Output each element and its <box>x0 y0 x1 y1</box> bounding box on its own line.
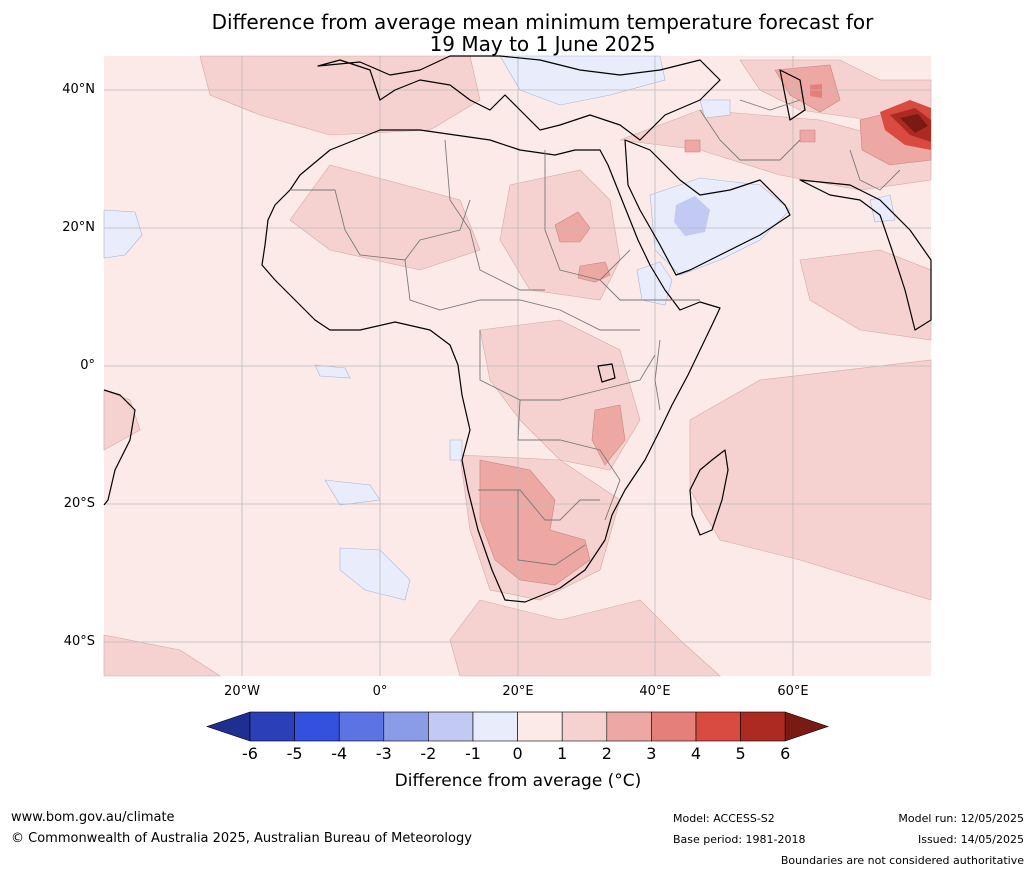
anomaly-fill-2to3 <box>479 64 932 586</box>
colorbar-swatch <box>383 711 429 742</box>
lat-label-20n: 20°N <box>62 220 95 235</box>
gridlines <box>104 56 931 676</box>
footer-disclaimer: Boundaries are not considered authoritat… <box>780 854 1024 867</box>
lon-label-40e: 40°E <box>639 684 671 699</box>
colorbar-tick-label: -6 <box>242 744 258 763</box>
colorbar-tick-label: 6 <box>780 744 791 763</box>
footer-base-period: Base period: 1981-2018 <box>673 833 806 846</box>
footer-url[interactable]: www.bom.gov.au/climate <box>11 810 175 825</box>
colorbar-swatch <box>651 711 697 742</box>
colorbar-swatch <box>561 711 608 742</box>
colorbar-tick-label: -5 <box>286 744 303 763</box>
colorbar <box>206 711 829 742</box>
colorbar-swatch <box>249 711 295 742</box>
colorbar-label: Difference from average (°C) <box>394 771 642 791</box>
colorbar-swatch <box>740 711 786 742</box>
colorbar-extend-high <box>784 711 829 742</box>
lat-label-40n: 40°N <box>62 82 95 97</box>
colorbar-tick-label: 0 <box>512 744 523 763</box>
anomaly-fill-3to6 <box>810 84 931 150</box>
arabia-coastline <box>624 139 791 276</box>
lat-label-20s: 20°S <box>63 496 95 511</box>
colorbar-swatch <box>338 711 385 742</box>
colorbar-tick-label: -4 <box>331 744 348 763</box>
colorbar-swatch <box>294 711 340 742</box>
europe-coastline <box>317 55 721 141</box>
footer-copyright: © Commonwealth of Australia 2025, Austra… <box>11 831 472 846</box>
colorbar-tick-label: 3 <box>646 744 657 763</box>
colorbar-tick-label: -2 <box>420 744 437 763</box>
lon-label-20e: 20°E <box>502 684 534 699</box>
caspian-coastline <box>779 69 806 121</box>
map-title-line2: 19 May to 1 June 2025 <box>429 32 656 56</box>
madagascar-coastline <box>689 449 729 536</box>
colorbar-tick-label: 2 <box>601 744 612 763</box>
anomaly-fill-neg1to0 <box>103 55 896 601</box>
colorbar-swatch <box>517 711 563 742</box>
colorbar-swatch <box>695 711 741 742</box>
india-coastline <box>799 179 932 331</box>
colorbar-tick-label: -1 <box>465 744 481 763</box>
footer-model-run: Model run: 12/05/2025 <box>898 812 1024 825</box>
colorbar-tick-label: -3 <box>375 744 392 763</box>
colorbar-tick-label: 5 <box>735 744 746 763</box>
lon-label-0: 0° <box>372 684 388 699</box>
colorbar-extend-low <box>206 711 251 742</box>
lat-label-0: 0° <box>80 358 95 373</box>
lat-label-40s: 40°S <box>63 634 95 649</box>
footer-issued: Issued: 14/05/2025 <box>917 833 1024 846</box>
anomaly-fill-neg2to1 <box>674 196 710 236</box>
coastlines <box>103 55 932 603</box>
colorbar-swatch <box>428 711 474 742</box>
colorbar-swatch <box>472 711 518 742</box>
map-title-line1: Difference from average mean minimum tem… <box>211 10 874 34</box>
lon-label-20w: 20°W <box>224 684 260 699</box>
colorbar-tick-label: 1 <box>557 744 568 763</box>
lake-victoria <box>597 363 616 383</box>
lon-label-60e: 60°E <box>777 684 809 699</box>
south-america-coastline <box>103 389 136 506</box>
colorbar-tick-label: 4 <box>690 744 702 763</box>
footer-model: Model: ACCESS-S2 <box>673 812 775 825</box>
africa-coastline <box>261 129 721 603</box>
country-borders <box>290 99 901 566</box>
colorbar-swatch <box>606 711 652 742</box>
